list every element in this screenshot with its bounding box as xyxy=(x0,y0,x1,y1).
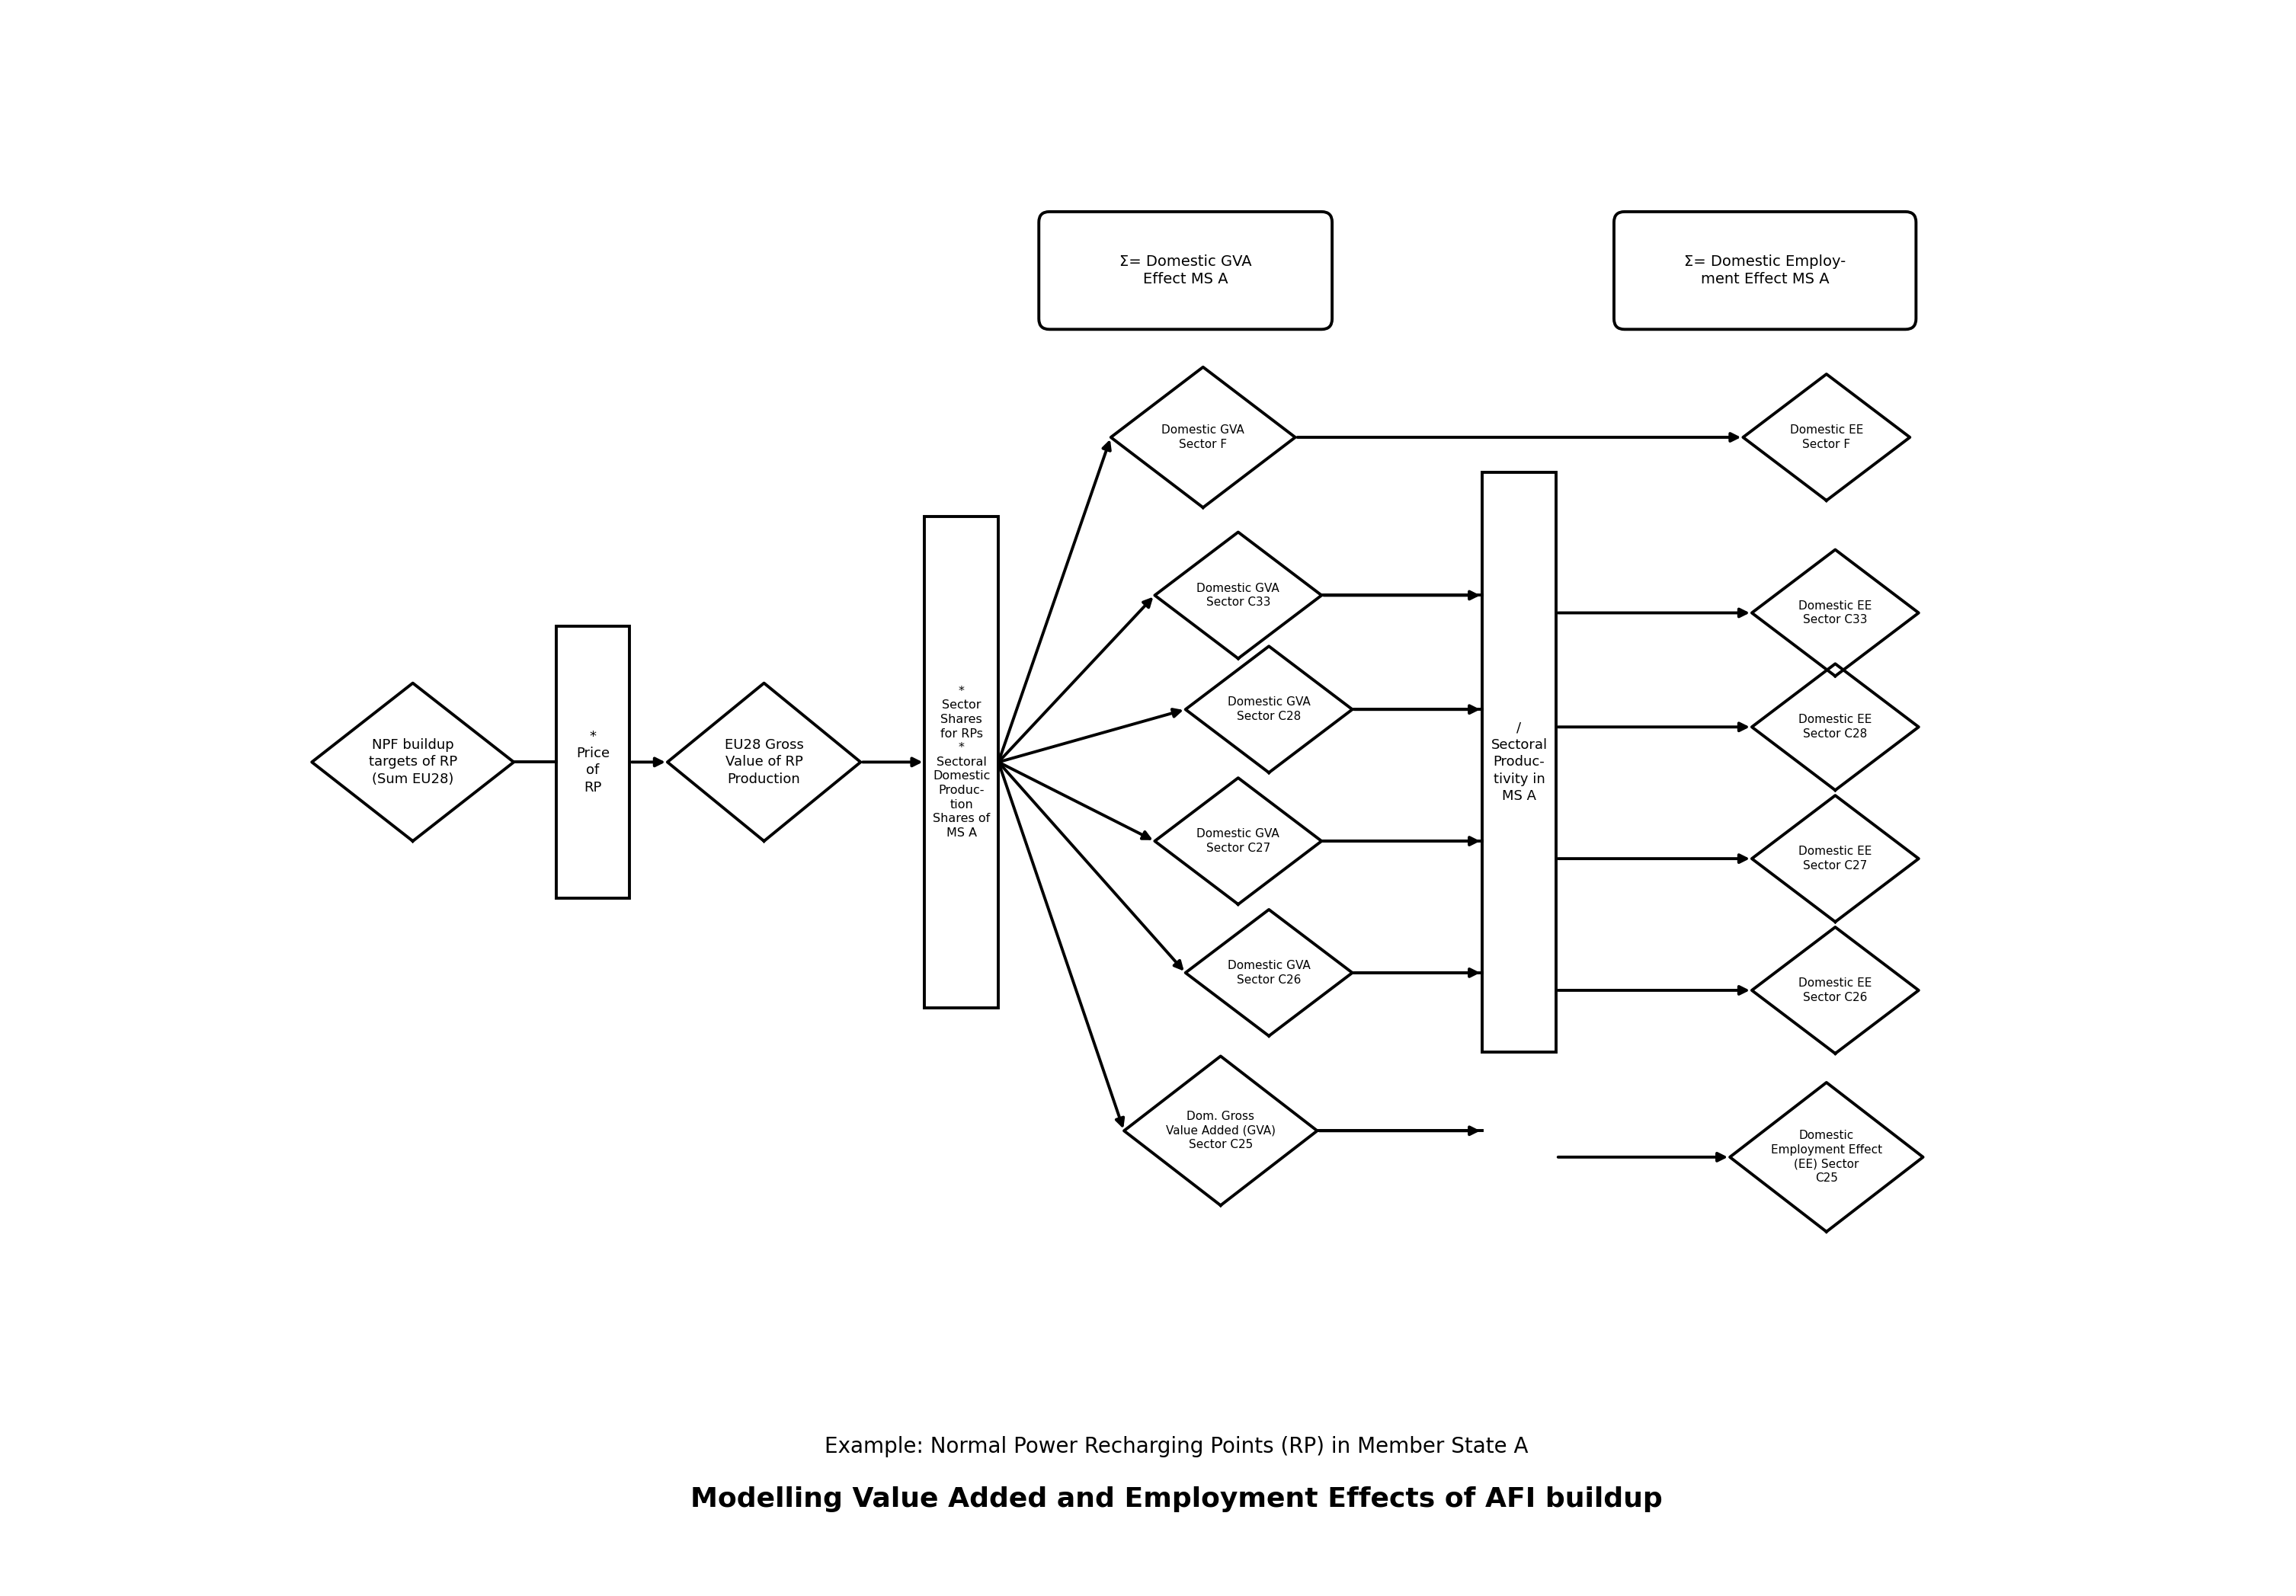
Polygon shape xyxy=(1155,531,1322,659)
FancyBboxPatch shape xyxy=(1038,212,1332,329)
Text: Domestic EE
Sector C26: Domestic EE Sector C26 xyxy=(1798,977,1871,1004)
Text: Domestic GVA
Sector C33: Domestic GVA Sector C33 xyxy=(1196,583,1279,608)
Text: Domestic GVA
Sector C26: Domestic GVA Sector C26 xyxy=(1228,959,1311,986)
Bar xyxy=(556,626,629,899)
FancyBboxPatch shape xyxy=(1614,212,1917,329)
Polygon shape xyxy=(1185,910,1352,1036)
Text: Σ= Domestic Employ-
ment Effect MS A: Σ= Domestic Employ- ment Effect MS A xyxy=(1685,254,1846,287)
Text: Domestic GVA
Sector C28: Domestic GVA Sector C28 xyxy=(1228,696,1311,723)
Text: Domestic GVA
Sector F: Domestic GVA Sector F xyxy=(1162,425,1244,450)
Polygon shape xyxy=(1125,1057,1318,1205)
Text: *
Sector
Shares
for RPs
*
Sectoral
Domestic
Produc-
tion
Shares of
MS A: * Sector Shares for RPs * Sectoral Domes… xyxy=(932,686,990,838)
Text: Domestic EE
Sector C33: Domestic EE Sector C33 xyxy=(1798,600,1871,626)
Polygon shape xyxy=(1155,777,1322,905)
Polygon shape xyxy=(1743,373,1910,501)
Text: Domestic EE
Sector C28: Domestic EE Sector C28 xyxy=(1798,713,1871,741)
Polygon shape xyxy=(1752,795,1919,922)
Text: Domestic EE
Sector C27: Domestic EE Sector C27 xyxy=(1798,846,1871,871)
Polygon shape xyxy=(1185,646,1352,772)
Text: NPF buildup
targets of RP
(Sum EU28): NPF buildup targets of RP (Sum EU28) xyxy=(367,739,457,785)
Polygon shape xyxy=(1752,549,1919,677)
Text: Dom. Gross
Value Added (GVA)
Sector C25: Dom. Gross Value Added (GVA) Sector C25 xyxy=(1166,1111,1277,1151)
Polygon shape xyxy=(1111,367,1295,508)
Polygon shape xyxy=(1752,927,1919,1053)
Bar xyxy=(1483,472,1557,1052)
Bar xyxy=(925,517,999,1009)
Text: *
Price
of
RP: * Price of RP xyxy=(576,729,611,795)
Text: Domestic GVA
Sector C27: Domestic GVA Sector C27 xyxy=(1196,828,1279,854)
Text: EU28 Gross
Value of RP
Production: EU28 Gross Value of RP Production xyxy=(726,739,804,785)
Polygon shape xyxy=(312,683,514,841)
Text: Domestic
Employment Effect
(EE) Sector
C25: Domestic Employment Effect (EE) Sector C… xyxy=(1770,1130,1883,1184)
Text: /
Sectoral
Produc-
tivity in
MS A: / Sectoral Produc- tivity in MS A xyxy=(1490,721,1548,803)
Polygon shape xyxy=(1752,664,1919,790)
Text: Modelling Value Added and Employment Effects of AFI buildup: Modelling Value Added and Employment Eff… xyxy=(691,1486,1662,1513)
Text: Example: Normal Power Recharging Points (RP) in Member State A: Example: Normal Power Recharging Points … xyxy=(824,1436,1529,1457)
Text: Domestic EE
Sector F: Domestic EE Sector F xyxy=(1791,425,1862,450)
Polygon shape xyxy=(668,683,861,841)
Polygon shape xyxy=(1729,1082,1924,1232)
Text: Σ= Domestic GVA
Effect MS A: Σ= Domestic GVA Effect MS A xyxy=(1120,254,1251,287)
